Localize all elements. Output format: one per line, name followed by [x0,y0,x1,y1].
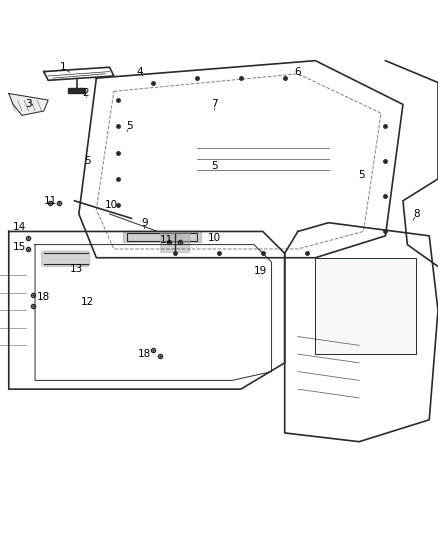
Text: 8: 8 [413,209,420,219]
Text: 19: 19 [254,266,267,276]
Text: 5: 5 [358,169,365,180]
FancyBboxPatch shape [161,232,190,253]
Text: 18: 18 [138,349,151,359]
Text: 12: 12 [81,296,94,306]
Text: 10: 10 [208,233,221,243]
Text: 7: 7 [211,100,218,109]
Text: 13: 13 [70,264,83,273]
Text: 6: 6 [294,67,301,77]
Bar [127,233,197,241]
Text: 4: 4 [137,67,144,77]
FancyBboxPatch shape [42,251,90,266]
Polygon shape [9,93,48,115]
Bar [68,88,85,93]
Text: 5: 5 [211,161,218,171]
Text: 9: 9 [141,217,148,228]
Text: 1: 1 [60,62,67,72]
Text: 3: 3 [25,100,32,109]
Text: 11: 11 [44,196,57,206]
Text: 5: 5 [84,156,91,166]
Text: 14: 14 [13,222,26,232]
Text: 2: 2 [82,88,89,99]
Text: 15: 15 [13,242,26,252]
Text: 5: 5 [126,122,133,131]
Text: 10: 10 [105,200,118,210]
Text: 18: 18 [37,292,50,302]
Bar [123,231,201,243]
Polygon shape [315,258,416,354]
Text: 11: 11 [160,235,173,245]
